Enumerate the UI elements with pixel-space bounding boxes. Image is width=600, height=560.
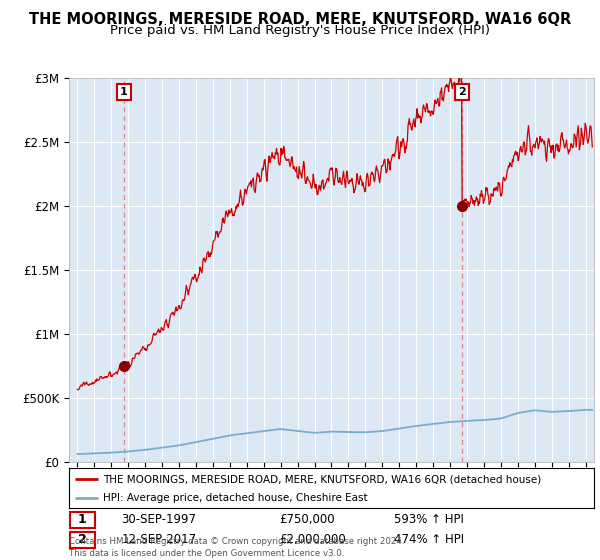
Text: THE MOORINGS, MERESIDE ROAD, MERE, KNUTSFORD, WA16 6QR: THE MOORINGS, MERESIDE ROAD, MERE, KNUTS… [29, 12, 571, 27]
Text: Contains HM Land Registry data © Crown copyright and database right 2024.
This d: Contains HM Land Registry data © Crown c… [69, 537, 404, 558]
Text: 474% ↑ HPI: 474% ↑ HPI [395, 533, 464, 547]
Text: 1: 1 [78, 513, 86, 526]
Text: 30-SEP-1997: 30-SEP-1997 [121, 513, 197, 526]
Text: Price paid vs. HM Land Registry's House Price Index (HPI): Price paid vs. HM Land Registry's House … [110, 24, 490, 36]
Text: HPI: Average price, detached house, Cheshire East: HPI: Average price, detached house, Ches… [103, 493, 368, 503]
FancyBboxPatch shape [70, 532, 95, 548]
FancyBboxPatch shape [70, 512, 95, 528]
Text: THE MOORINGS, MERESIDE ROAD, MERE, KNUTSFORD, WA16 6QR (detached house): THE MOORINGS, MERESIDE ROAD, MERE, KNUTS… [103, 474, 541, 484]
Text: £750,000: £750,000 [279, 513, 335, 526]
Text: £2,000,000: £2,000,000 [279, 533, 346, 547]
Text: 1: 1 [120, 87, 128, 97]
Text: 12-SEP-2017: 12-SEP-2017 [121, 533, 197, 547]
Text: 2: 2 [78, 533, 86, 547]
Text: 2: 2 [458, 87, 466, 97]
Text: 593% ↑ HPI: 593% ↑ HPI [395, 513, 464, 526]
